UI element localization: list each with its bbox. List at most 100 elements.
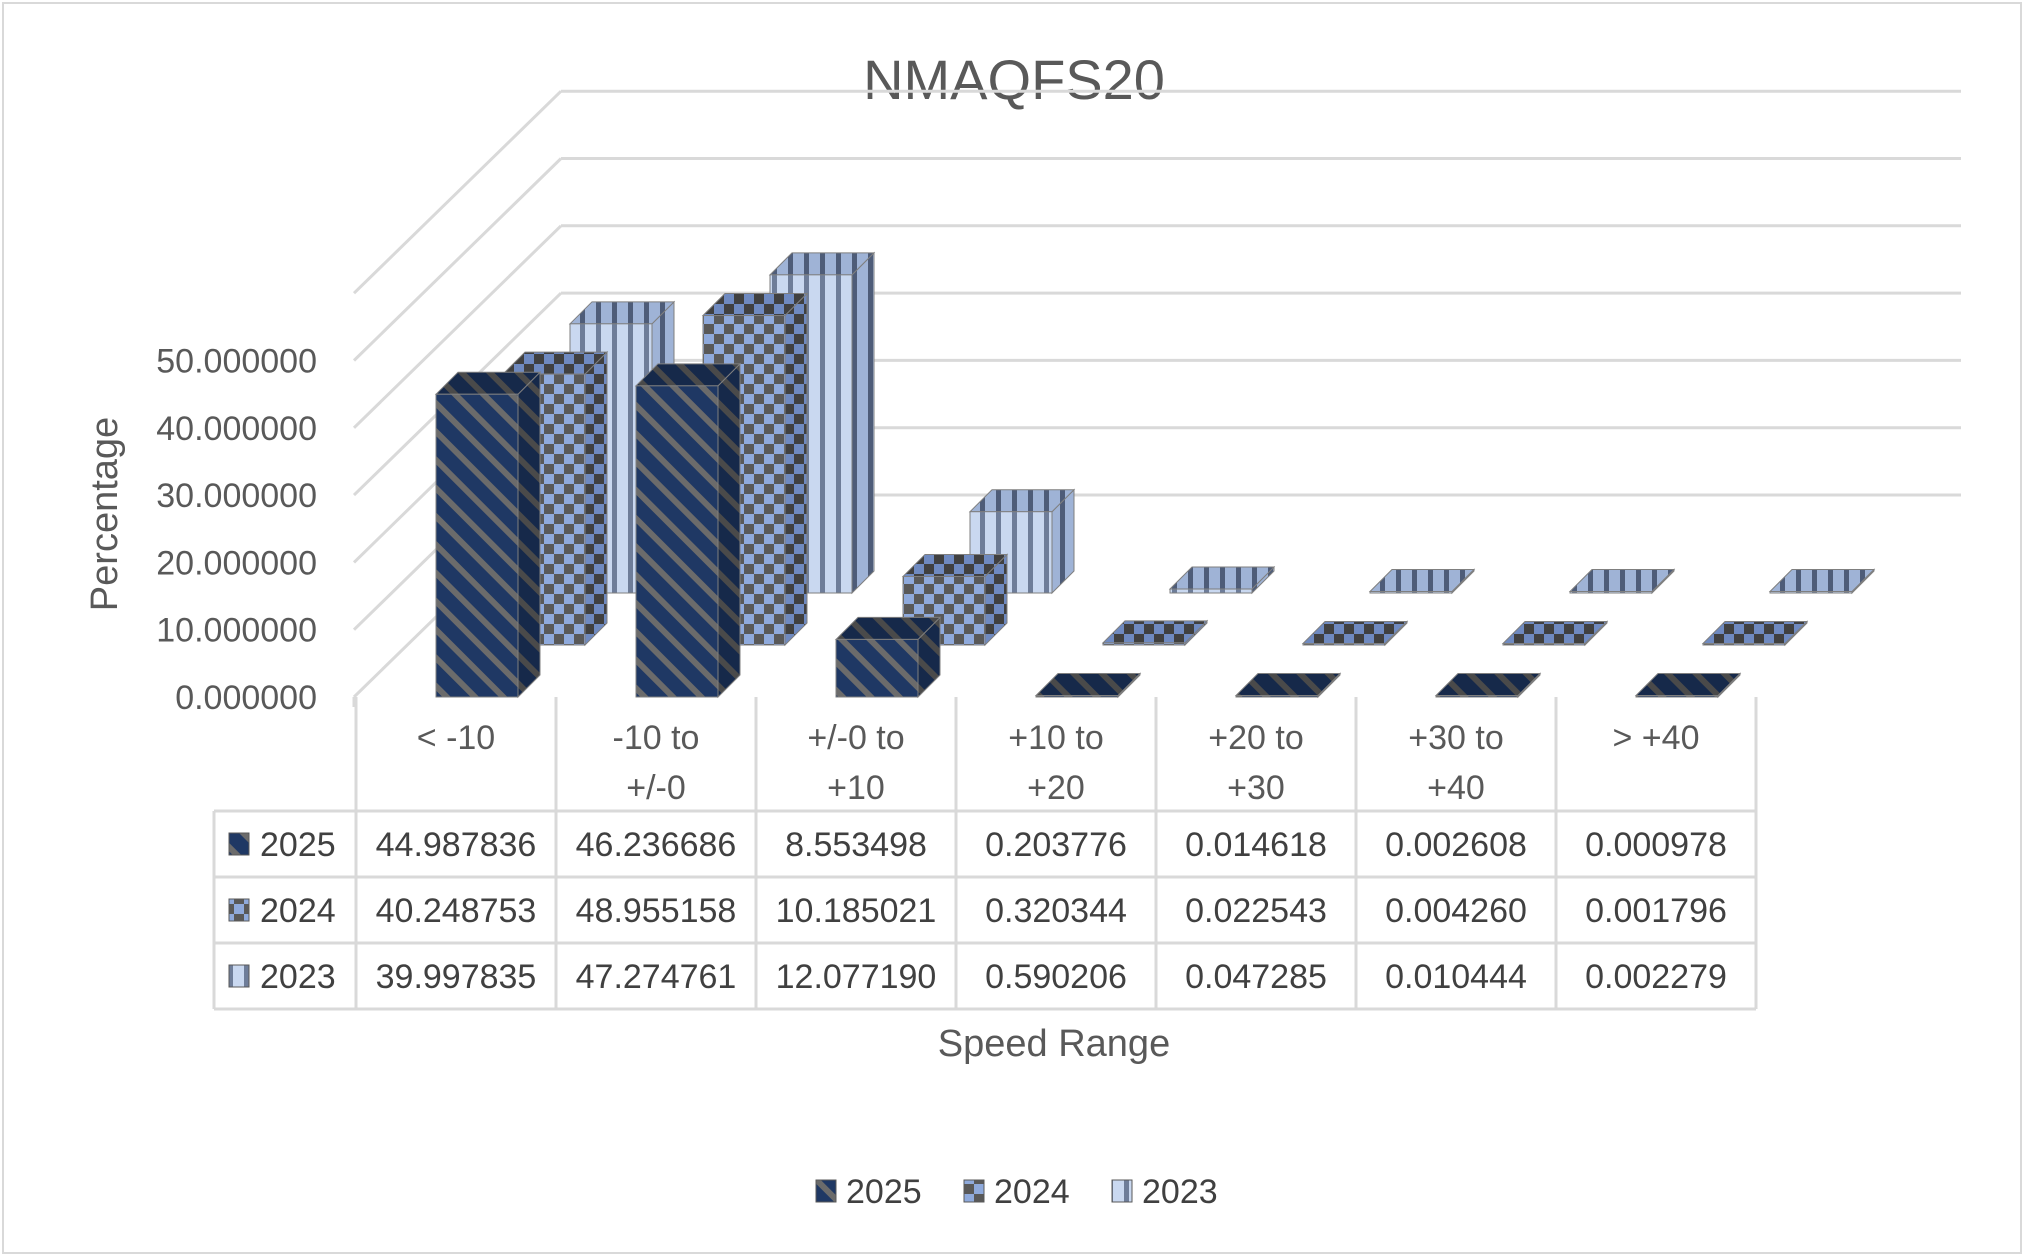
bar-front [902, 575, 986, 646]
bar-2023-5 [1568, 568, 1676, 595]
bar-2024-6 [1701, 620, 1809, 647]
bar-front [1302, 643, 1386, 646]
table-cell: 0.004260 [1385, 892, 1527, 930]
table-cell: 46.236686 [576, 826, 737, 864]
bar-top [1701, 621, 1809, 644]
table-cell: 0.001796 [1585, 892, 1727, 930]
x-axis-label: Speed Range [938, 1023, 1170, 1065]
bar-2024-4 [1301, 620, 1409, 647]
bar-top [1234, 673, 1342, 696]
bar-2025-1 [634, 362, 742, 699]
legend-label-2024: 2024 [994, 1173, 1070, 1211]
category-label: +/-0 to +10 [807, 719, 904, 807]
bar-front [1569, 591, 1653, 594]
category-label: +10 to +20 [1008, 719, 1103, 807]
table-cell: 0.014618 [1185, 826, 1327, 864]
bar-2025-0 [434, 371, 542, 699]
legend-key-2025 [815, 1179, 837, 1203]
bar-top [1434, 673, 1542, 696]
bar-top [1368, 569, 1476, 592]
legend-key-2024 [963, 1179, 985, 1203]
bar-top [1634, 673, 1742, 696]
bar-2025-6 [1634, 672, 1742, 699]
y-axis-ticks: 0.000000 10.000000 20.000000 30.000000 40.00… [156, 343, 317, 718]
table-series-name: 2024 [260, 892, 336, 930]
table-cell: 47.274761 [576, 958, 737, 996]
bar-side [784, 292, 808, 647]
table-series-name: 2025 [260, 826, 336, 864]
category-label: > +40 [1613, 719, 1700, 757]
table-cell: 0.002608 [1385, 826, 1527, 864]
bar-2024-5 [1501, 620, 1609, 647]
y-tick-label: 40.000000 [156, 410, 317, 448]
table-cell: 12.077190 [776, 958, 937, 996]
bar-2023-3 [1168, 565, 1276, 595]
bar-top [1768, 569, 1876, 592]
bar-side [517, 371, 541, 699]
bar-2025-4 [1234, 672, 1342, 699]
table-cell: 0.002279 [1585, 958, 1727, 996]
bar-top [1501, 621, 1609, 644]
table-series-name: 2023 [260, 958, 336, 996]
bar-front [1102, 642, 1186, 646]
bar-2025-3 [1034, 672, 1142, 699]
bar-2023-6 [1768, 568, 1876, 595]
category-label: +20 to +30 [1208, 719, 1303, 807]
bar-top [1101, 620, 1209, 644]
table-cell: 48.955158 [576, 892, 737, 930]
legend-label-2023: 2023 [1142, 1173, 1218, 1211]
table-cell: 40.248753 [376, 892, 537, 930]
bar-front [1769, 591, 1853, 594]
bar-front [835, 638, 919, 698]
bar-side [584, 350, 608, 647]
table-cell: 0.022543 [1185, 892, 1327, 930]
bar-2025-2 [834, 616, 942, 699]
category-label: +30 to +40 [1408, 719, 1503, 807]
y-tick-label: 10.000000 [156, 612, 317, 650]
bar-2024-2 [901, 553, 1009, 647]
bar-front [1035, 695, 1119, 698]
y-tick-label: 50.000000 [156, 343, 317, 381]
bar-side [717, 362, 741, 699]
table-cell: 0.590206 [985, 958, 1127, 996]
bar-2023-2 [968, 488, 1076, 595]
bar-top [1301, 621, 1409, 644]
legend-key-2023 [1111, 1179, 1133, 1203]
table-cell: 0.010444 [1385, 958, 1527, 996]
bar-front [635, 385, 719, 698]
bar-2023-4 [1368, 568, 1476, 595]
category-label: < -10 [417, 719, 495, 757]
gridline-side [352, 224, 563, 429]
bar-front [1235, 695, 1319, 698]
bar-top [1034, 673, 1142, 696]
category-label: -10 to +/-0 [613, 719, 700, 807]
bar-2025-5 [1434, 672, 1542, 699]
bar-front [1635, 695, 1719, 698]
table-legend-key [228, 832, 250, 856]
gridline-side [352, 90, 563, 295]
gridline-side [352, 157, 563, 362]
bar-front [1502, 643, 1586, 646]
bar-front [1169, 588, 1253, 594]
y-tick-label: 0.000000 [175, 679, 317, 717]
table-cell: 10.185021 [776, 892, 937, 930]
table-legend-key [228, 898, 250, 922]
bar-2024-3 [1101, 619, 1209, 647]
bar-front [1702, 643, 1786, 646]
data-table: < -10 -10 to +/-0 +/-0 to +10 +10 to +20 +20 to… [212, 697, 1758, 1011]
bars [434, 251, 1876, 699]
bar-top [1568, 569, 1676, 592]
table-cell: 8.553498 [785, 826, 927, 864]
y-tick-label: 30.000000 [156, 477, 317, 515]
chart-title: NMAQFS20 [863, 48, 1165, 111]
table-cell: 0.320344 [985, 892, 1127, 930]
y-axis-label: Percentage [84, 417, 126, 611]
table-cell: 44.987836 [376, 826, 537, 864]
chart-svg: NMAQFS20 0.000000 10.000000 20.000000 30.00… [84, 48, 1961, 1211]
bar-side [851, 251, 875, 595]
y-tick-label: 20.000000 [156, 544, 317, 582]
table-cell: 0.203776 [985, 826, 1127, 864]
bar-front [435, 393, 519, 698]
bar-front [1369, 591, 1453, 594]
